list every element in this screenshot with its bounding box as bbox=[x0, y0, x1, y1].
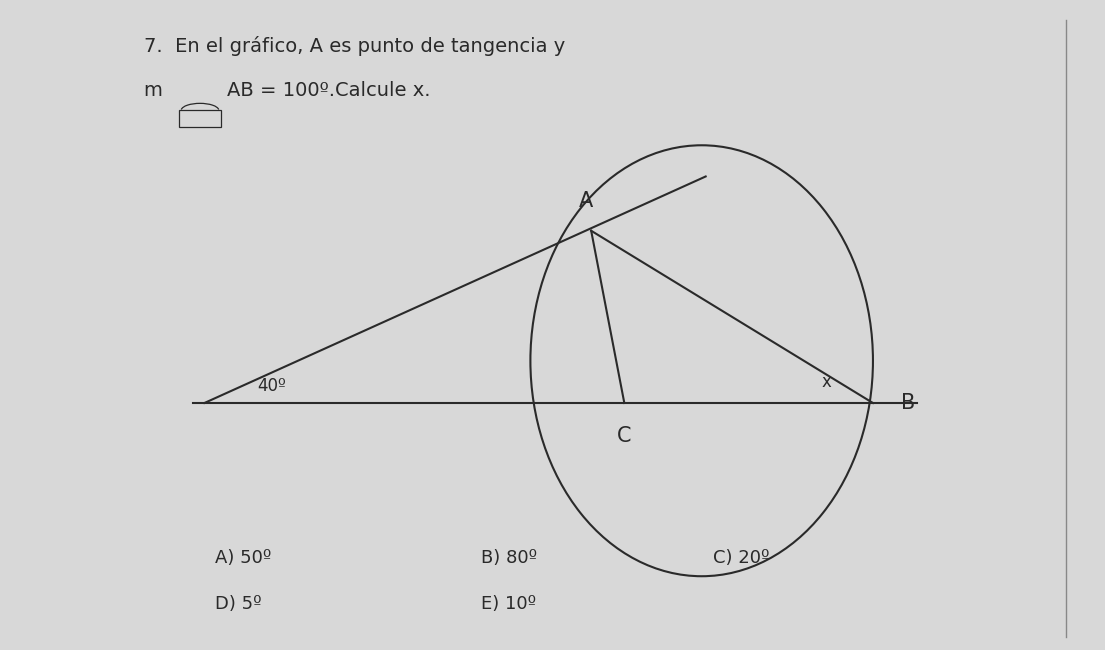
Text: C: C bbox=[617, 426, 632, 446]
Text: D) 5º: D) 5º bbox=[215, 595, 262, 613]
Text: 7.  En el gráfico, A es punto de tangencia y: 7. En el gráfico, A es punto de tangenci… bbox=[144, 36, 565, 56]
Text: A) 50º: A) 50º bbox=[215, 549, 272, 567]
Text: B) 80º: B) 80º bbox=[481, 549, 537, 567]
Text: E) 10º: E) 10º bbox=[481, 595, 536, 613]
Text: B: B bbox=[901, 393, 915, 413]
Text: C) 20º: C) 20º bbox=[713, 549, 769, 567]
Bar bbox=[179, 111, 221, 127]
Text: x: x bbox=[821, 373, 831, 391]
Text: A: A bbox=[579, 191, 592, 211]
Text: AB = 100º.Calcule x.: AB = 100º.Calcule x. bbox=[227, 81, 430, 100]
Text: 40º: 40º bbox=[257, 377, 286, 395]
Text: m: m bbox=[144, 81, 169, 100]
